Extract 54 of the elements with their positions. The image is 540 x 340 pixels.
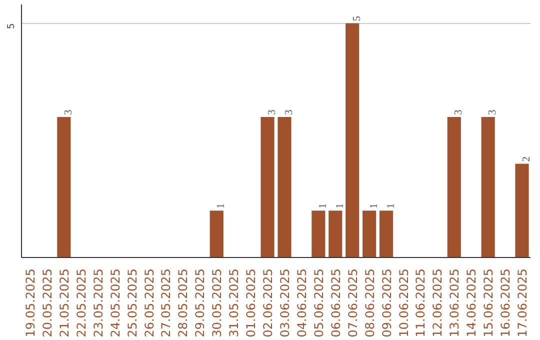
x-tick-label: 21.05.2025 (57, 268, 72, 338)
x-tick-label: 03.06.2025 (278, 268, 292, 338)
bar (379, 210, 394, 258)
x-tick-label: 14.06.2025 (464, 268, 479, 338)
x-tick-label: 28.05.2025 (176, 268, 190, 338)
bar (346, 23, 360, 258)
x-tick-label: 15.06.2025 (482, 268, 496, 338)
x-tick-label: 20.05.2025 (40, 268, 54, 338)
bar (328, 210, 342, 258)
data-label: 1 (216, 203, 228, 209)
bar (447, 116, 461, 258)
x-tick-label: 22.05.2025 (74, 268, 88, 338)
x-tick-label: 06.06.2025 (328, 268, 343, 338)
x-tick-label: 11.06.2025 (414, 268, 428, 338)
x-tick-label: 31.05.2025 (227, 268, 242, 338)
bar (57, 116, 71, 258)
bar (210, 210, 224, 258)
x-tick-label: 09.06.2025 (380, 268, 394, 338)
x-tick-label: 30.05.2025 (210, 268, 224, 338)
x-tick-label: 17.06.2025 (516, 268, 530, 338)
data-label: 2 (522, 156, 533, 162)
x-tick-label: 08.06.2025 (362, 268, 377, 338)
x-tick-label: 23.05.2025 (91, 268, 106, 338)
x-tick-label: 16.06.2025 (498, 268, 513, 338)
x-tick-label: 24.05.2025 (108, 268, 122, 338)
x-tick-label: 12.06.2025 (430, 268, 445, 338)
bar (312, 210, 326, 258)
data-label: 3 (454, 110, 465, 115)
x-tick-label: 19.05.2025 (23, 268, 38, 338)
data-label: 1 (386, 203, 397, 209)
x-tick-label: 10.06.2025 (396, 268, 411, 338)
bar (362, 210, 376, 258)
bar (481, 116, 495, 258)
x-tick-label: 25.05.2025 (125, 268, 140, 338)
x-tick-label: 01.06.2025 (244, 268, 258, 338)
data-label: 3 (267, 110, 278, 115)
bar (278, 116, 292, 258)
data-label: 3 (488, 110, 499, 115)
x-tick-label: 29.05.2025 (193, 268, 208, 338)
data-label: 1 (318, 203, 329, 209)
x-tick-label: 05.06.2025 (312, 268, 326, 338)
bar (515, 164, 529, 258)
data-label: 5 (352, 16, 363, 22)
x-tick-label: 02.06.2025 (261, 268, 276, 338)
data-label: 1 (368, 203, 380, 209)
data-label: 3 (284, 110, 295, 115)
x-tick-label: 13.06.2025 (448, 268, 462, 338)
data-label: 1 (334, 203, 346, 209)
x-tick-label: 26.05.2025 (142, 268, 156, 338)
bar (260, 116, 274, 258)
x-tick-label: 07.06.2025 (346, 268, 360, 338)
x-tick-label: 27.05.2025 (159, 268, 174, 338)
data-label: 3 (63, 110, 74, 115)
x-tick-label: 04.06.2025 (294, 268, 309, 338)
